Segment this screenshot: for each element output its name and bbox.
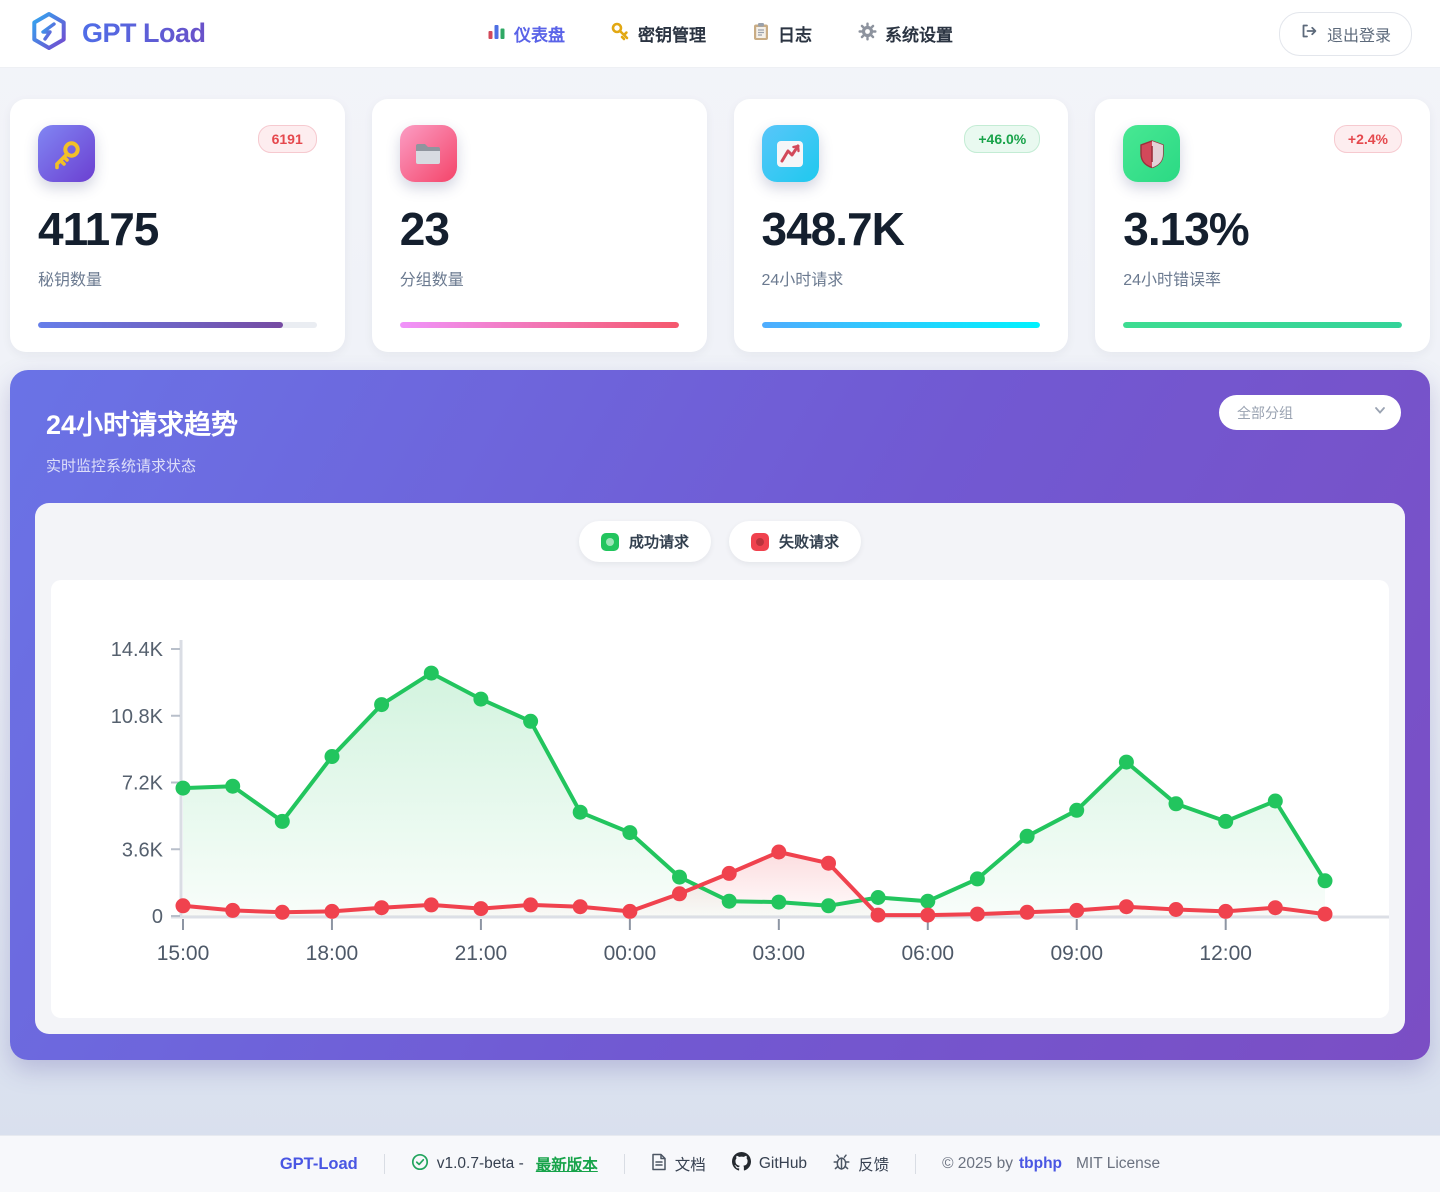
document-icon: [651, 1153, 667, 1176]
stat-card-groups: 23 分组数量: [371, 99, 707, 352]
legend-failed-swatch: [751, 532, 769, 551]
nav-label: 日志: [778, 26, 812, 45]
gear-icon: [858, 22, 877, 46]
trend-chart-container: 0 3.6K 7.2K 10.8K 14.4K 15:00 18:00 21:00 00:00 0…: [51, 580, 1389, 1018]
trend-subtitle: 实时监控系统请求状态: [46, 458, 197, 475]
nav-item-keys[interactable]: 密钥管理: [611, 21, 706, 46]
stat-badge: +46.0%: [964, 125, 1041, 153]
key-icon: [38, 125, 95, 182]
stat-progress-bar: [399, 322, 679, 328]
trend-panel: 24小时请求趋势 实时监控系统请求状态 全部分组 成功请求 失败请求: [10, 370, 1430, 1060]
stat-progress-bar: [38, 322, 317, 328]
nav-item-settings[interactable]: 系统设置: [858, 21, 953, 46]
stat-card-error-rate: +2.4% 3.13% 24小时错误率: [1095, 99, 1430, 352]
chart-card: 成功请求 失败请求 0 3.6K 7.2K 10.8K 14.4K 15:00 18:00 2…: [35, 503, 1405, 1034]
svg-text:3.6K: 3.6K: [122, 839, 164, 861]
docs-link[interactable]: 文档: [651, 1153, 706, 1176]
chevron-down-icon: [1373, 403, 1387, 422]
logout-icon: [1300, 22, 1318, 45]
stat-label: 24小时错误率: [1123, 272, 1222, 289]
stat-progress-bar: [761, 322, 1041, 328]
svg-text:12:00: 12:00: [1199, 942, 1252, 965]
footer-brand-link[interactable]: GPT-Load: [279, 1154, 358, 1173]
app-logo-icon: [28, 10, 70, 57]
stat-value: 348.7K: [761, 203, 905, 255]
stat-value: 3.13%: [1123, 203, 1249, 255]
svg-text:14.4K: 14.4K: [111, 639, 164, 661]
svg-text:7.2K: 7.2K: [122, 773, 164, 795]
logout-button[interactable]: 退出登录: [1278, 11, 1412, 56]
github-label: GitHub: [758, 1155, 808, 1172]
legend-success-toggle[interactable]: 成功请求: [578, 521, 711, 562]
brand: GPT Load: [28, 10, 206, 57]
stat-card-keys: 6191 41175 秘钥数量: [10, 99, 345, 352]
stat-label: 24小时请求: [761, 272, 844, 289]
legend-failed-toggle[interactable]: 失败请求: [729, 521, 862, 562]
author-link[interactable]: tbphp: [1018, 1155, 1063, 1172]
svg-text:09:00: 09:00: [1050, 942, 1103, 965]
svg-text:00:00: 00:00: [604, 942, 657, 965]
latest-version-link[interactable]: 最新版本: [535, 1157, 598, 1174]
svg-text:0: 0: [152, 906, 163, 928]
nav-label: 仪表盘: [514, 26, 565, 45]
license-text: MIT License: [1076, 1155, 1161, 1172]
docs-label: 文档: [674, 1157, 706, 1174]
divider: [915, 1154, 917, 1174]
svg-text:10.8K: 10.8K: [111, 706, 164, 728]
shield-icon: [1123, 125, 1181, 182]
svg-text:18:00: 18:00: [306, 942, 359, 965]
stats-row: 6191 41175 秘钥数量 23 分组数量: [0, 99, 1440, 352]
github-icon: [731, 1152, 751, 1176]
check-circle-icon: [411, 1153, 429, 1176]
version-text: v1.0.7-beta -: [436, 1155, 524, 1172]
top-navbar: GPT Load 仪表盘: [0, 0, 1440, 68]
trend-title: 24小时请求趋势: [46, 410, 239, 440]
copyright: © 2025 by tbphp MIT License: [942, 1155, 1160, 1173]
svg-text:03:00: 03:00: [753, 942, 806, 965]
nav-item-logs[interactable]: 日志: [752, 21, 812, 46]
feedback-link[interactable]: 反馈: [833, 1153, 889, 1176]
stat-progress-bar: [1123, 322, 1402, 328]
chart-up-icon: [761, 125, 819, 182]
app-title: GPT Load: [82, 18, 206, 48]
logout-label: 退出登录: [1326, 27, 1391, 45]
stat-badge: +2.4%: [1333, 125, 1402, 153]
trend-chart: 0 3.6K 7.2K 10.8K 14.4K 15:00 18:00 21:00 00:00 0…: [111, 639, 1389, 965]
stat-label: 秘钥数量: [38, 272, 103, 289]
feedback-label: 反馈: [858, 1157, 890, 1174]
version-info: v1.0.7-beta - 最新版本: [411, 1153, 598, 1176]
legend-label: 失败请求: [779, 534, 840, 551]
key-icon: [611, 22, 630, 46]
chart-legend: 成功请求 失败请求: [51, 521, 1389, 562]
github-link[interactable]: GitHub: [731, 1152, 808, 1176]
divider: [623, 1154, 625, 1174]
legend-label: 成功请求: [628, 534, 689, 551]
folder-icon: [399, 125, 457, 182]
stat-value: 41175: [38, 203, 159, 255]
svg-text:21:00: 21:00: [455, 942, 508, 965]
bug-icon: [833, 1153, 850, 1176]
copyright-prefix: © 2025 by: [942, 1155, 1013, 1172]
nav-label: 系统设置: [885, 26, 953, 45]
nav-label: 密钥管理: [638, 26, 706, 45]
svg-text:15:00: 15:00: [157, 942, 210, 965]
bar-chart-icon: [487, 22, 506, 46]
footer: GPT-Load v1.0.7-beta - 最新版本 文档: [0, 1135, 1440, 1192]
svg-text:06:00: 06:00: [902, 942, 955, 965]
legend-success-swatch: [600, 532, 619, 551]
stat-card-requests: +46.0% 348.7K 24小时请求: [733, 99, 1069, 352]
clipboard-icon: [752, 22, 770, 46]
group-filter-select[interactable]: 全部分组: [1219, 395, 1401, 430]
group-filter-value: 全部分组: [1237, 404, 1293, 421]
stat-label: 分组数量: [399, 272, 464, 289]
nav-item-dashboard[interactable]: 仪表盘: [487, 21, 565, 46]
divider: [383, 1154, 385, 1174]
stat-value: 23: [399, 203, 450, 255]
main-nav: 仪表盘 密钥管理: [487, 21, 953, 46]
stat-badge: 6191: [257, 125, 317, 153]
